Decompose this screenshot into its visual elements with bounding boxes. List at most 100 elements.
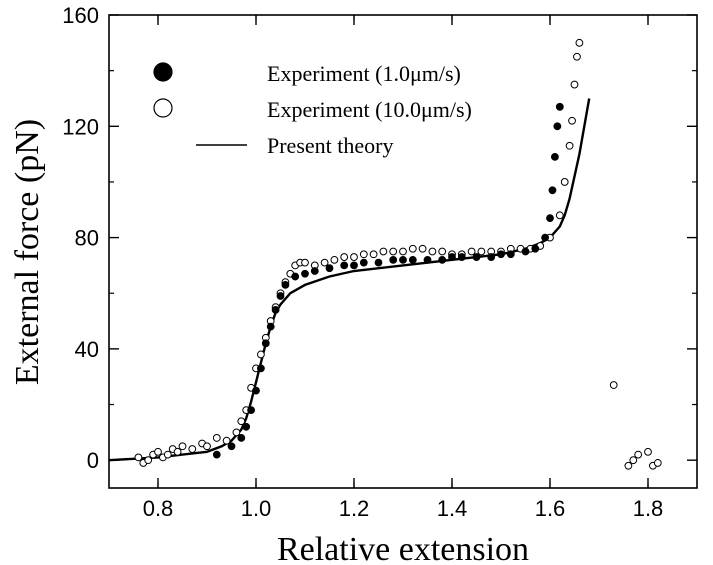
data-point-open [624, 461, 633, 470]
data-point-open [467, 247, 476, 256]
data-point-open [477, 247, 486, 256]
plot-frame [108, 14, 698, 489]
x-tick-label: 0.8 [143, 496, 174, 521]
data-point-open [203, 442, 211, 451]
data-point-filled [237, 434, 246, 442]
data-point-filled [448, 253, 456, 261]
data-point-open [154, 447, 162, 456]
data-point-filled [359, 258, 368, 267]
data-point-open [359, 250, 368, 259]
y-tick-label: 40 [75, 337, 99, 362]
data-point-filled [325, 264, 334, 273]
data-point-filled [497, 250, 505, 259]
data-point-filled [472, 253, 481, 261]
data-point-open [573, 52, 581, 61]
data-point-open [320, 258, 329, 267]
data-point-open [144, 456, 153, 465]
data-point-open [301, 258, 309, 267]
legend-marker-filled [153, 62, 173, 82]
legend-marker-open [153, 98, 173, 118]
theory-curve-group [108, 98, 591, 462]
data-point-filled [212, 450, 221, 459]
data-point-open [560, 178, 569, 186]
x-axis-title: Relative extension [277, 531, 529, 565]
x-tick-label: 1.0 [241, 496, 272, 521]
legend-label-3: Present theory [267, 133, 393, 158]
data-point-open [163, 450, 172, 459]
y-tick-label: 160 [62, 3, 99, 28]
data-point-open [257, 350, 265, 359]
data-point-filled [506, 250, 515, 259]
data-point-filled [301, 269, 309, 278]
data-point-open [570, 80, 579, 89]
data-point-filled [531, 244, 540, 253]
data-point-filled [291, 272, 300, 281]
data-point-open [134, 453, 143, 462]
data-point-filled [548, 186, 557, 195]
data-point-open [237, 417, 246, 426]
data-point-open [653, 459, 662, 467]
data-point-filled [389, 255, 398, 264]
legend-label-1: Experiment (1.0μm/s) [267, 61, 461, 86]
data-point-open [178, 442, 187, 451]
y-axis-title: External force (pN) [9, 119, 46, 385]
data-point-filled [374, 258, 383, 267]
data-points [134, 38, 662, 470]
x-tick-label: 1.4 [437, 496, 468, 521]
data-point-open [330, 255, 339, 264]
axis-ticks [109, 14, 697, 488]
data-point-open [173, 447, 182, 456]
data-point-filled [408, 255, 417, 264]
data-point-filled [555, 102, 564, 111]
data-point-filled [551, 153, 559, 161]
data-point-open [212, 434, 221, 442]
data-point-filled [266, 322, 275, 331]
data-point-open [232, 428, 241, 437]
legend: Experiment (1.0μm/s) Experiment (10.0μm/… [153, 61, 472, 158]
data-point-filled [261, 339, 270, 348]
data-point-filled [247, 406, 256, 414]
data-point-open [428, 247, 437, 256]
data-point-open [609, 381, 618, 389]
data-point-open [644, 447, 652, 456]
data-point-open [222, 436, 231, 445]
data-point-filled [340, 261, 349, 270]
data-point-filled [257, 364, 265, 373]
y-tick-label: 120 [62, 114, 99, 139]
data-point-open [389, 247, 398, 256]
data-point-filled [457, 253, 466, 261]
x-tick-label: 1.8 [633, 496, 664, 521]
data-point-filled [553, 122, 562, 131]
data-point-open [369, 250, 378, 259]
legend-label-2: Experiment (10.0μm/s) [267, 97, 472, 122]
data-point-filled [521, 247, 530, 256]
data-point-open [350, 253, 358, 261]
data-point-filled [423, 255, 432, 264]
data-point-open [340, 253, 349, 261]
data-point-filled [252, 386, 260, 395]
theory-curve [108, 98, 591, 462]
data-point-filled [227, 442, 236, 451]
data-point-open [565, 141, 574, 150]
data-point-filled [438, 255, 447, 264]
data-point-open [438, 247, 447, 256]
data-point-filled [310, 267, 319, 275]
y-tick-label: 0 [87, 448, 99, 473]
data-point-filled [487, 253, 496, 261]
data-point-open [399, 247, 407, 256]
data-point-open [555, 211, 564, 220]
x-tick-label: 1.6 [535, 496, 566, 521]
data-point-filled [281, 280, 290, 289]
data-point-filled [242, 422, 251, 431]
data-point-filled [541, 233, 549, 242]
data-point-open [379, 247, 388, 256]
data-point-filled [276, 292, 285, 300]
data-point-open [188, 445, 197, 453]
x-tick-label: 1.2 [339, 496, 370, 521]
data-point-filled [399, 255, 407, 264]
data-point-open [568, 116, 576, 125]
data-point-open [634, 450, 643, 459]
data-point-filled [546, 214, 554, 223]
data-point-filled [271, 306, 280, 314]
